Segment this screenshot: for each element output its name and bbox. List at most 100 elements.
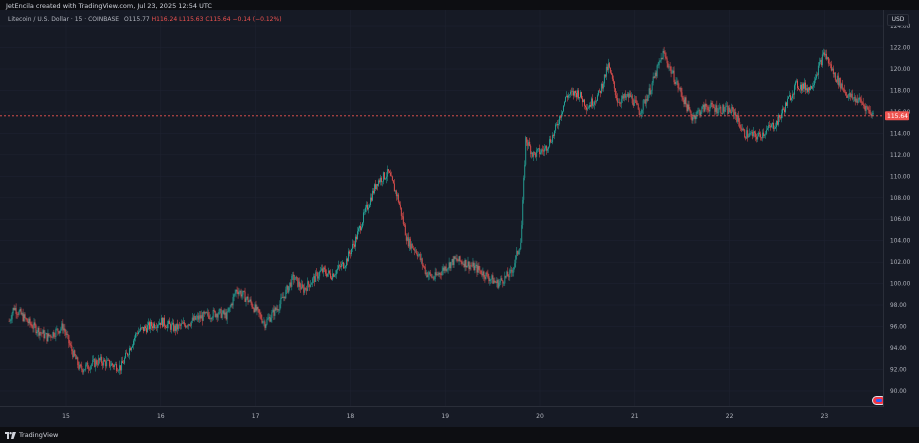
candle-body bbox=[270, 318, 272, 322]
candle bbox=[752, 129, 754, 140]
symbol-name[interactable]: Litecoin / U.S. Dollar · 15 · COINBASE bbox=[8, 16, 120, 23]
candle bbox=[745, 136, 747, 141]
candle bbox=[322, 264, 324, 274]
candle-body bbox=[242, 291, 244, 295]
candle-body bbox=[436, 274, 438, 276]
candle bbox=[403, 221, 405, 227]
candle bbox=[25, 317, 27, 320]
candle-body bbox=[285, 289, 287, 299]
candle-body bbox=[400, 207, 402, 216]
candle bbox=[24, 312, 26, 322]
candle-body bbox=[849, 93, 851, 97]
candle-body bbox=[324, 267, 326, 270]
candle-body bbox=[431, 276, 433, 278]
candle-body bbox=[538, 148, 540, 149]
candle bbox=[252, 304, 254, 310]
candle bbox=[16, 311, 18, 319]
candles bbox=[8, 46, 874, 375]
candle bbox=[540, 149, 542, 155]
candle bbox=[300, 283, 302, 293]
candle bbox=[477, 263, 479, 276]
candle-body bbox=[411, 243, 413, 249]
candle bbox=[639, 111, 641, 116]
candle bbox=[625, 94, 627, 101]
candle-body bbox=[294, 279, 296, 281]
candle bbox=[522, 196, 524, 229]
candle-body bbox=[859, 97, 861, 100]
candle bbox=[630, 92, 632, 99]
candle bbox=[150, 318, 151, 334]
candle bbox=[219, 308, 221, 314]
candle bbox=[464, 258, 466, 272]
candle-body bbox=[674, 82, 676, 84]
candle bbox=[533, 150, 535, 162]
candle bbox=[139, 328, 140, 333]
plot-area[interactable]: Litecoin / U.S. Dollar · 15 · COINBASE O… bbox=[0, 10, 884, 407]
candle-body bbox=[569, 94, 570, 96]
candle bbox=[162, 317, 164, 327]
candle bbox=[848, 88, 850, 99]
candle-body bbox=[203, 311, 205, 314]
candle-body bbox=[549, 139, 551, 147]
candle-body bbox=[578, 90, 579, 99]
candle-body bbox=[573, 91, 574, 96]
candle-body bbox=[612, 78, 614, 82]
candle-body bbox=[756, 136, 758, 140]
candle-body bbox=[816, 74, 818, 76]
candle-body bbox=[503, 283, 505, 284]
candle-body bbox=[32, 327, 34, 329]
price-tick-label: 100.00 bbox=[890, 282, 911, 288]
candle-body bbox=[739, 121, 741, 128]
price-axis[interactable]: 90.00 92.00 94.00 96.00 98.00 100.00 102.00 104… bbox=[884, 10, 919, 407]
candle bbox=[768, 122, 770, 132]
chart-frame[interactable]: Litecoin / U.S. Dollar · 15 · COINBASE O… bbox=[0, 10, 919, 427]
candle-body bbox=[511, 269, 513, 273]
candle-body bbox=[67, 334, 69, 336]
candle bbox=[303, 284, 305, 296]
candle bbox=[374, 180, 376, 192]
candle bbox=[175, 323, 177, 333]
currency-button[interactable]: USD bbox=[887, 14, 909, 26]
candle-body bbox=[870, 113, 872, 117]
candle-body bbox=[468, 261, 470, 270]
candle-body bbox=[661, 57, 663, 60]
candle-body bbox=[733, 108, 735, 115]
candle-body bbox=[443, 267, 445, 271]
symbol-legend[interactable]: Litecoin / U.S. Dollar · 15 · COINBASE O… bbox=[8, 16, 282, 24]
tradingview-branding[interactable]: TradingView bbox=[5, 430, 58, 440]
candlestick-plot[interactable] bbox=[0, 10, 884, 407]
candle bbox=[671, 69, 673, 74]
candle-body bbox=[164, 325, 166, 328]
candle bbox=[198, 310, 200, 324]
alert-icon[interactable] bbox=[872, 396, 883, 405]
candle-body bbox=[70, 344, 72, 346]
price-tick-label: 94.00 bbox=[890, 346, 907, 352]
candle bbox=[37, 326, 39, 337]
candle bbox=[89, 366, 91, 372]
candle bbox=[12, 307, 14, 316]
candle bbox=[279, 300, 281, 314]
candle bbox=[213, 308, 215, 313]
candle bbox=[404, 223, 406, 236]
candle-body bbox=[112, 363, 114, 366]
candle bbox=[712, 100, 714, 110]
candle bbox=[758, 131, 760, 137]
candle-body bbox=[526, 137, 528, 143]
candle-body bbox=[613, 81, 615, 89]
candle-body bbox=[183, 322, 185, 325]
candle bbox=[495, 280, 497, 284]
candle-body bbox=[96, 360, 98, 365]
candle bbox=[724, 106, 726, 117]
candle-body bbox=[170, 324, 172, 330]
candle bbox=[125, 349, 127, 359]
candle bbox=[855, 97, 857, 103]
candle bbox=[507, 267, 509, 277]
candle bbox=[173, 323, 175, 333]
candle bbox=[667, 60, 669, 69]
candle bbox=[126, 349, 128, 354]
candle bbox=[27, 318, 29, 327]
candle bbox=[342, 260, 344, 267]
candle bbox=[709, 104, 711, 116]
candle-body bbox=[516, 250, 518, 256]
time-axis[interactable]: 15 16 17 18 19 20 21 22 23 bbox=[0, 407, 884, 427]
